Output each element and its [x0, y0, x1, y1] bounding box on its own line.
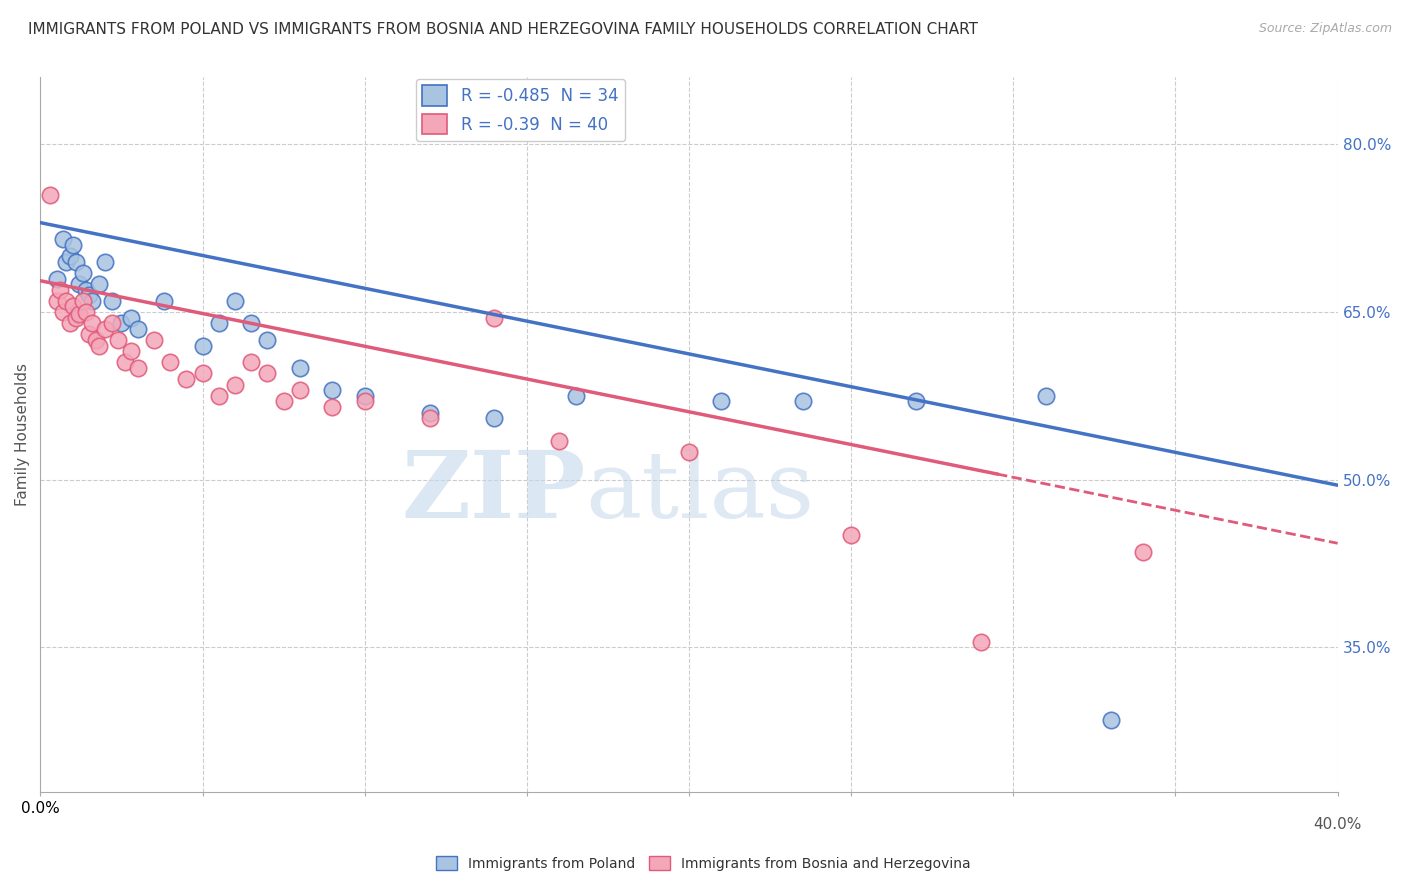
- Legend: R = -0.485  N = 34, R = -0.39  N = 40: R = -0.485 N = 34, R = -0.39 N = 40: [416, 78, 626, 141]
- Point: [288, 360, 311, 375]
- Point: [107, 333, 129, 347]
- Point: [114, 355, 136, 369]
- Point: [94, 254, 117, 268]
- Point: [1132, 545, 1154, 559]
- Text: 40.0%: 40.0%: [1313, 817, 1362, 832]
- Point: [82, 293, 104, 308]
- Point: [75, 283, 97, 297]
- Point: [59, 316, 82, 330]
- Point: [67, 307, 90, 321]
- Point: [87, 277, 110, 292]
- Point: [970, 634, 993, 648]
- Point: [120, 310, 142, 325]
- Point: [100, 316, 122, 330]
- Point: [240, 316, 263, 330]
- Point: [678, 444, 700, 458]
- Point: [49, 283, 72, 297]
- Point: [45, 271, 67, 285]
- Point: [65, 310, 87, 325]
- Point: [100, 293, 122, 308]
- Point: [256, 367, 278, 381]
- Point: [77, 288, 100, 302]
- Point: [65, 254, 87, 268]
- Point: [224, 293, 246, 308]
- Legend: Immigrants from Poland, Immigrants from Bosnia and Herzegovina: Immigrants from Poland, Immigrants from …: [430, 850, 976, 876]
- Point: [159, 355, 181, 369]
- Point: [72, 266, 94, 280]
- Point: [120, 344, 142, 359]
- Point: [152, 293, 174, 308]
- Point: [1099, 713, 1122, 727]
- Point: [52, 305, 75, 319]
- Point: [77, 327, 100, 342]
- Point: [240, 355, 263, 369]
- Point: [62, 300, 84, 314]
- Point: [839, 528, 862, 542]
- Point: [484, 310, 506, 325]
- Point: [353, 394, 375, 409]
- Point: [176, 372, 198, 386]
- Point: [208, 316, 231, 330]
- Text: Source: ZipAtlas.com: Source: ZipAtlas.com: [1258, 22, 1392, 36]
- Point: [142, 333, 165, 347]
- Point: [484, 411, 506, 425]
- Point: [75, 305, 97, 319]
- Point: [564, 389, 586, 403]
- Point: [288, 383, 311, 397]
- Text: atlas: atlas: [585, 447, 814, 537]
- Point: [792, 394, 814, 409]
- Point: [710, 394, 733, 409]
- Point: [321, 400, 343, 414]
- Point: [62, 238, 84, 252]
- Point: [45, 293, 67, 308]
- Text: ZIP: ZIP: [401, 447, 585, 537]
- Point: [39, 187, 62, 202]
- Point: [52, 232, 75, 246]
- Point: [905, 394, 928, 409]
- Point: [208, 389, 231, 403]
- Point: [191, 338, 214, 352]
- Text: IMMIGRANTS FROM POLAND VS IMMIGRANTS FROM BOSNIA AND HERZEGOVINA FAMILY HOUSEHOL: IMMIGRANTS FROM POLAND VS IMMIGRANTS FRO…: [28, 22, 979, 37]
- Point: [55, 254, 77, 268]
- Point: [256, 333, 278, 347]
- Point: [110, 316, 132, 330]
- Point: [72, 293, 94, 308]
- Point: [127, 360, 149, 375]
- Point: [419, 406, 441, 420]
- Point: [55, 293, 77, 308]
- Point: [1035, 389, 1057, 403]
- Point: [273, 394, 295, 409]
- Point: [82, 316, 104, 330]
- Y-axis label: Family Households: Family Households: [15, 363, 30, 507]
- Point: [191, 367, 214, 381]
- Point: [87, 338, 110, 352]
- Point: [321, 383, 343, 397]
- Point: [224, 377, 246, 392]
- Point: [548, 434, 571, 448]
- Point: [84, 333, 107, 347]
- Point: [127, 322, 149, 336]
- Point: [419, 411, 441, 425]
- Point: [94, 322, 117, 336]
- Point: [59, 249, 82, 263]
- Point: [353, 389, 375, 403]
- Point: [67, 277, 90, 292]
